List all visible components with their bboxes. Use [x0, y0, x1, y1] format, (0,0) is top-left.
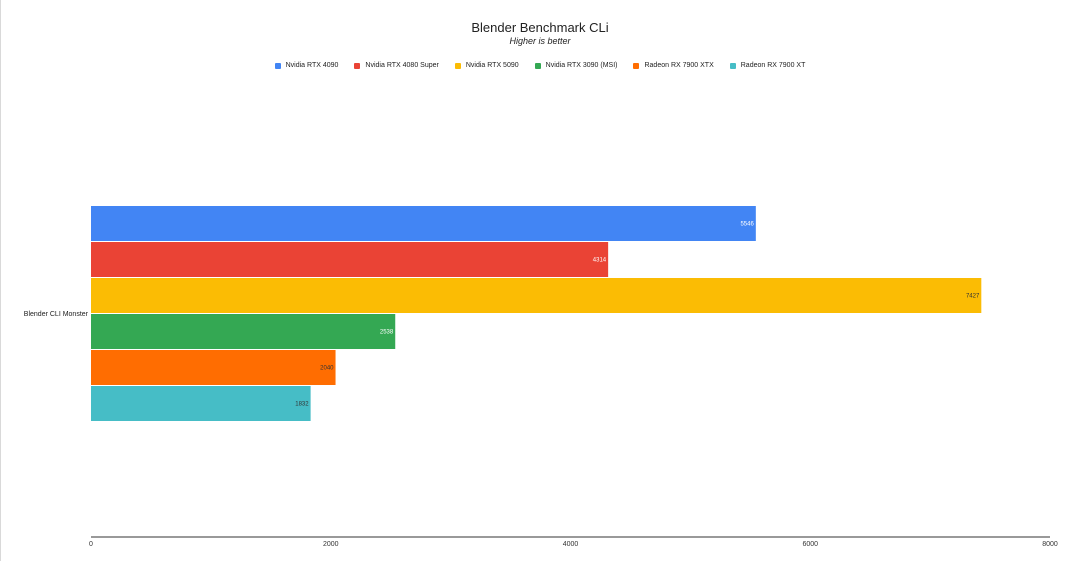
- x-tick-label: 4000: [563, 541, 579, 548]
- legend-label: Nvidia RTX 5090: [465, 62, 519, 69]
- legend-item-nvidia-rtx-3090-msi: Nvidia RTX 3090 (MSI): [534, 62, 618, 69]
- x-tick-label: 2000: [323, 541, 339, 548]
- x-tick-label: 8000: [1042, 541, 1058, 548]
- legend-label: Nvidia RTX 3090 (MSI): [545, 62, 618, 69]
- y-category-label: Blender CLI Monster: [24, 311, 89, 318]
- legend-item-nvidia-rtx-5090: Nvidia RTX 5090: [454, 62, 519, 69]
- legend-swatch: [729, 62, 736, 69]
- bar-nvidia-rtx-4090: [91, 206, 756, 241]
- x-tick-label: 6000: [802, 541, 818, 548]
- legend-swatch: [633, 62, 640, 69]
- bar-nvidia-rtx-4080-super: [91, 242, 609, 277]
- data-label-nvidia-rtx-4080-super: 4314: [593, 258, 607, 264]
- bar-nvidia-rtx-3090-msi: [91, 314, 396, 349]
- legend-swatch: [454, 62, 461, 69]
- data-label-nvidia-rtx-3090-msi: 2538: [380, 330, 394, 336]
- legend-swatch: [274, 62, 281, 69]
- legend-item-radeon-rx-7900-xtx: Radeon RX 7900 XTX: [633, 62, 714, 69]
- data-label-radeon-rx-7900-xt: 1832: [295, 402, 309, 408]
- legend-label: Radeon RX 7900 XT: [740, 62, 806, 69]
- legend-item-nvidia-rtx-4090: Nvidia RTX 4090: [274, 62, 339, 69]
- data-label-radeon-rx-7900-xtx: 2040: [320, 366, 334, 372]
- page-left-border: [0, 0, 1, 561]
- legend-item-radeon-rx-7900-xt: Radeon RX 7900 XT: [729, 62, 806, 69]
- legend-label: Radeon RX 7900 XTX: [644, 62, 714, 69]
- chart-subtitle: Higher is better: [509, 36, 571, 46]
- chart-title: Blender Benchmark CLi: [471, 20, 609, 35]
- data-label-nvidia-rtx-5090: 7427: [966, 294, 980, 300]
- bar-nvidia-rtx-5090: [91, 278, 982, 313]
- legend-swatch: [534, 62, 541, 69]
- legend-label: Nvidia RTX 4080 Super: [365, 62, 439, 69]
- x-tick-label: 0: [89, 541, 93, 548]
- chart-legend: Nvidia RTX 4090 Nvidia RTX 4080 Super Nvid…: [0, 62, 1080, 69]
- legend-label: Nvidia RTX 4090: [285, 62, 339, 69]
- legend-item-nvidia-rtx-4080-super: Nvidia RTX 4080 Super: [354, 62, 439, 69]
- legend-swatch: [354, 62, 361, 69]
- data-label-nvidia-rtx-4090: 5546: [740, 222, 754, 228]
- bar-radeon-rx-7900-xtx: [91, 350, 336, 385]
- bar-radeon-rx-7900-xt: [91, 386, 311, 421]
